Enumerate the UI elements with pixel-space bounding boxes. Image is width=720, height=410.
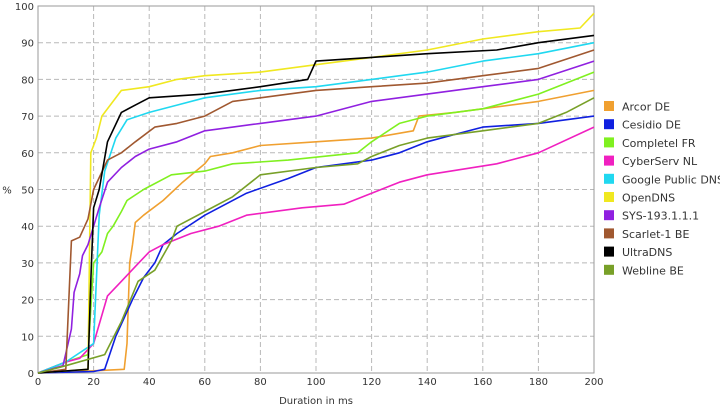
y-axis-label: % xyxy=(2,186,12,197)
legend-label-2: Completel FR xyxy=(622,137,696,150)
y-tick-label: 50 xyxy=(21,186,34,197)
legend-swatch-2 xyxy=(604,137,614,148)
legend-swatch-6 xyxy=(604,210,614,221)
legend-label-0: Arcor DE xyxy=(622,101,670,114)
series-line-8 xyxy=(37,34,595,374)
x-tick-label: 60 xyxy=(198,377,211,388)
series-line-3 xyxy=(37,126,595,374)
y-tick-label: 0 xyxy=(28,369,34,380)
legend: Arcor DE Cesidio DE Completel FR CyberServ … xyxy=(604,101,720,277)
series-line-5 xyxy=(37,12,595,374)
x-tick-label: 40 xyxy=(143,377,156,388)
series-line-9 xyxy=(37,97,595,374)
grid-lines xyxy=(38,6,594,373)
legend-label-5: OpenDNS xyxy=(622,192,675,205)
x-tick-label: 80 xyxy=(254,377,267,388)
y-tick-label: 70 xyxy=(21,112,34,123)
legend-swatch-0 xyxy=(604,101,614,111)
legend-label-8: UltraDNS xyxy=(622,246,672,259)
legend-swatch-7 xyxy=(604,228,614,239)
y-tick-label: 30 xyxy=(21,259,34,270)
y-tick-label: 10 xyxy=(21,332,34,343)
legend-swatch-9 xyxy=(604,264,614,275)
x-tick-labels: 0 20 40 60 80 100 120 140 160 180 200 xyxy=(35,377,604,388)
series-line-7 xyxy=(37,49,595,374)
y-tick-label: 100 xyxy=(15,2,34,13)
x-tick-label: 180 xyxy=(529,377,548,388)
x-tick-label: 160 xyxy=(473,377,492,388)
legend-swatch-5 xyxy=(604,192,614,202)
series-line-2 xyxy=(37,71,595,374)
legend-label-1: Cesidio DE xyxy=(622,119,681,132)
y-tick-labels: 0 10 20 30 40 50 60 70 80 90 100 xyxy=(15,2,34,380)
legend-swatch-1 xyxy=(604,119,614,130)
series-line-6 xyxy=(37,60,595,374)
series-lines xyxy=(37,12,595,374)
legend-label-4: Google Public DNS xyxy=(622,173,720,186)
x-tick-label: 140 xyxy=(418,377,437,388)
x-tick-label: 20 xyxy=(87,377,100,388)
y-tick-label: 40 xyxy=(21,222,34,233)
x-tick-label: 100 xyxy=(306,377,325,388)
legend-label-6: SYS-193.1.1.1 xyxy=(622,210,699,223)
y-tick-label: 20 xyxy=(21,296,34,307)
legend-swatch-8 xyxy=(604,246,614,257)
plot-frame xyxy=(37,5,595,374)
y-tick-label: 80 xyxy=(21,75,34,86)
legend-label-9: Webline BE xyxy=(622,264,684,277)
x-axis-label: Duration in ms xyxy=(279,396,353,407)
legend-label-3: CyberServ NL xyxy=(622,155,698,168)
y-tick-label: 60 xyxy=(21,149,34,160)
legend-swatch-3 xyxy=(604,155,614,166)
x-tick-label: 0 xyxy=(35,377,41,388)
legend-label-7: Scarlet-1 BE xyxy=(622,228,689,241)
legend-swatch-4 xyxy=(604,173,614,184)
x-tick-label: 120 xyxy=(362,377,381,388)
series-line-4 xyxy=(37,41,595,374)
x-tick-label: 200 xyxy=(584,377,603,388)
y-tick-label: 90 xyxy=(21,39,34,50)
